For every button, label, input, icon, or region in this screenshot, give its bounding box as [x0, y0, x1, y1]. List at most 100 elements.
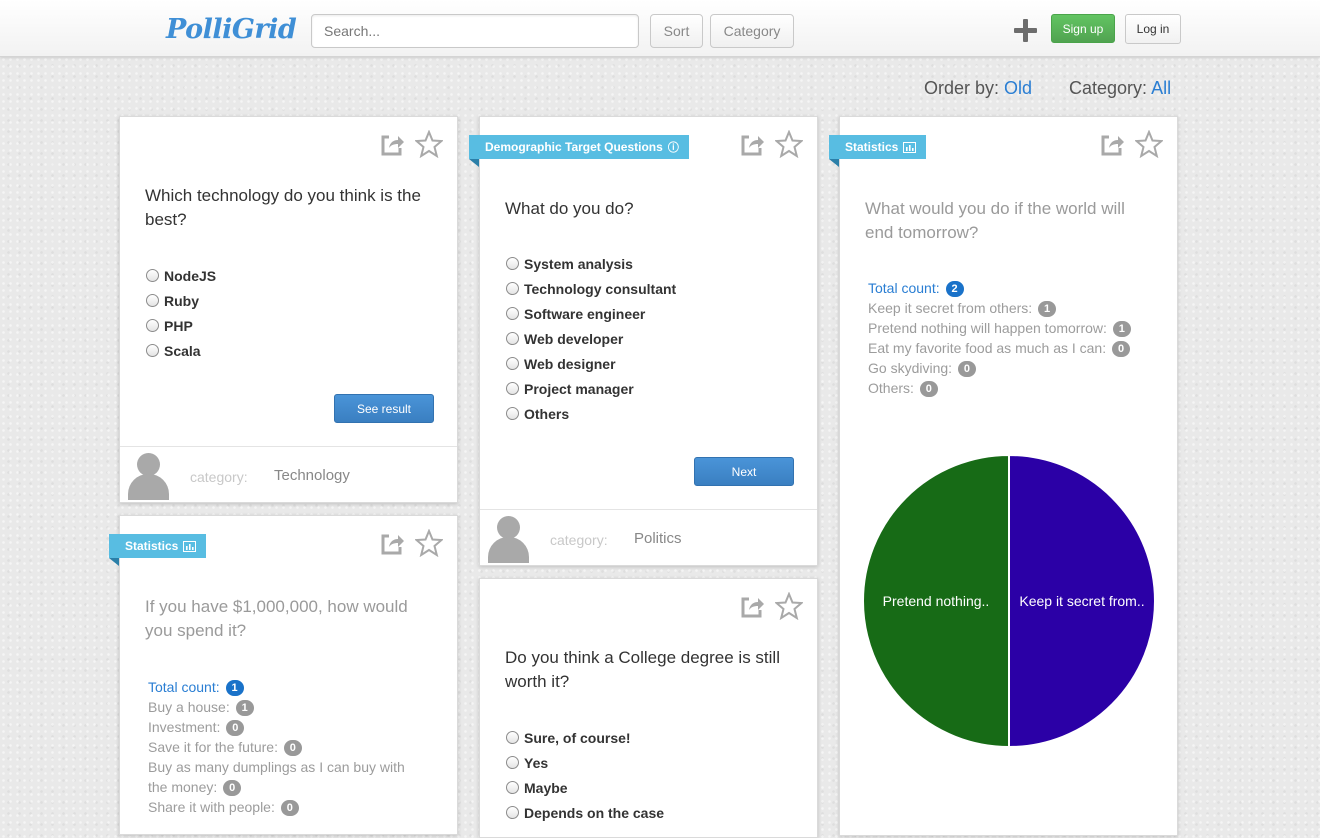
avatar[interactable]	[487, 516, 530, 563]
radio-icon[interactable]	[506, 731, 519, 744]
poll-option[interactable]: Sure, of course!	[506, 725, 664, 750]
star-icon[interactable]	[775, 592, 803, 620]
signup-button[interactable]: Sign up	[1051, 14, 1115, 43]
result-item: Buy a house: 1	[148, 697, 428, 717]
radio-icon[interactable]	[506, 781, 519, 794]
radio-icon[interactable]	[146, 269, 159, 282]
count-badge: 2	[945, 281, 964, 297]
poll-option[interactable]: Depends on the case	[506, 800, 664, 825]
star-icon[interactable]	[775, 130, 803, 158]
ribbon-statistics: Statistics	[829, 135, 927, 167]
pie-slice-label: Pretend nothing..	[883, 593, 990, 609]
share-icon[interactable]	[739, 132, 765, 158]
avatar[interactable]	[127, 453, 170, 500]
bar-chart-icon	[183, 540, 197, 552]
radio-icon[interactable]	[506, 806, 519, 819]
radio-icon[interactable]	[506, 282, 519, 295]
ribbon-label: Statistics	[125, 539, 179, 553]
share-icon[interactable]	[379, 531, 405, 557]
poll-options: Sure, of course! Yes Maybe Depends on th…	[506, 725, 664, 825]
ribbon-statistics: Statistics	[109, 534, 207, 566]
result-item: Eat my favorite food as much as I can: 0	[868, 338, 1168, 358]
count-badge: 1	[1038, 301, 1057, 317]
star-icon[interactable]	[415, 130, 443, 158]
pie-slice	[862, 453, 1010, 749]
order-label: Order by:	[924, 78, 1000, 98]
stats-card-million: If you have $1,000,000, how would you sp…	[119, 515, 458, 835]
share-icon[interactable]	[739, 594, 765, 620]
login-button[interactable]: Log in	[1125, 14, 1181, 44]
result-item: Buy as many dumplings as I can buy with …	[148, 759, 405, 796]
brand-logo[interactable]: PolliGrid	[166, 14, 297, 45]
count-badge: 0	[957, 361, 976, 377]
radio-icon[interactable]	[506, 756, 519, 769]
category-filter: Category: All	[1069, 78, 1171, 99]
sort-button[interactable]: Sort	[650, 14, 703, 48]
share-icon[interactable]	[379, 132, 405, 158]
poll-option[interactable]: Software engineer	[506, 301, 676, 326]
results-list: Total count: 2 Keep it secret from other…	[868, 278, 1168, 398]
poll-options: System analysis Technology consultant So…	[506, 251, 676, 426]
radio-icon[interactable]	[506, 407, 519, 420]
total-count: Total count: 1	[148, 677, 428, 697]
count-badge: 0	[919, 381, 938, 397]
radio-icon[interactable]	[146, 319, 159, 332]
star-icon[interactable]	[415, 529, 443, 557]
radio-icon[interactable]	[506, 332, 519, 345]
poll-option[interactable]: Web designer	[506, 351, 676, 376]
poll-option[interactable]: PHP	[146, 313, 216, 338]
search-input[interactable]	[311, 14, 639, 48]
radio-icon[interactable]	[506, 357, 519, 370]
radio-icon[interactable]	[506, 257, 519, 270]
stats-card-world: What would you do if the world will end …	[839, 116, 1178, 836]
count-badge: 0	[223, 780, 242, 796]
share-icon[interactable]	[1099, 132, 1125, 158]
category-button[interactable]: Category	[710, 14, 794, 48]
radio-icon[interactable]	[506, 382, 519, 395]
ribbon-demographic: Demographic Target Questions ⓘ	[469, 135, 689, 167]
poll-option[interactable]: Ruby	[146, 288, 216, 313]
poll-question: If you have $1,000,000, how would you sp…	[145, 597, 408, 640]
result-item: Save it for the future: 0	[148, 737, 428, 757]
poll-option[interactable]: NodeJS	[146, 263, 216, 288]
plus-icon[interactable]	[1014, 19, 1037, 42]
category-value-link[interactable]: All	[1151, 78, 1172, 98]
count-badge: 0	[1112, 341, 1130, 357]
count-badge: 1	[1112, 321, 1131, 337]
result-item: Investment: 0	[148, 717, 428, 737]
results-list: Total count: 1 Buy a house: 1 Investment…	[148, 677, 428, 817]
poll-card-college: Do you think a College degree is still w…	[479, 578, 818, 838]
poll-option[interactable]: System analysis	[506, 251, 676, 276]
poll-question: Which technology do you think is the bes…	[145, 186, 421, 229]
poll-option[interactable]: Web developer	[506, 326, 676, 351]
poll-question: What do you do?	[505, 199, 634, 218]
poll-option[interactable]: Scala	[146, 338, 216, 363]
total-count: Total count: 2	[868, 278, 1168, 298]
result-item: Pretend nothing will happen tomorrow: 1	[868, 318, 1168, 338]
poll-option[interactable]: Technology consultant	[506, 276, 676, 301]
result-item: Others: 0	[868, 378, 1168, 398]
pie-chart: Keep it secret from.. Pretend nothing..	[862, 453, 1156, 749]
ribbon-label: Demographic Target Questions	[485, 140, 663, 154]
radio-icon[interactable]	[146, 294, 159, 307]
poll-card-technology: Which technology do you think is the bes…	[119, 116, 458, 503]
radio-icon[interactable]	[506, 307, 519, 320]
order-value-link[interactable]: Old	[1004, 78, 1033, 98]
poll-card-occupation: What do you do? System analysis Technolo…	[479, 116, 818, 566]
count-badge: 0	[280, 800, 299, 816]
category-value[interactable]: Politics	[634, 530, 682, 547]
star-icon[interactable]	[1135, 130, 1163, 158]
see-result-button[interactable]: See result	[334, 394, 434, 423]
poll-option[interactable]: Others	[506, 401, 676, 426]
poll-question: What would you do if the world will end …	[865, 199, 1125, 242]
poll-option[interactable]: Project manager	[506, 376, 676, 401]
poll-options: NodeJS Ruby PHP Scala	[146, 263, 216, 363]
next-button[interactable]: Next	[694, 457, 794, 486]
category-value[interactable]: Technology	[274, 467, 350, 484]
pie-slice-label: Keep it secret from..	[1019, 593, 1144, 609]
poll-option[interactable]: Yes	[506, 750, 664, 775]
poll-question: Do you think a College degree is still w…	[505, 648, 780, 691]
pie-slice	[1008, 453, 1156, 749]
radio-icon[interactable]	[146, 344, 159, 357]
poll-option[interactable]: Maybe	[506, 775, 664, 800]
